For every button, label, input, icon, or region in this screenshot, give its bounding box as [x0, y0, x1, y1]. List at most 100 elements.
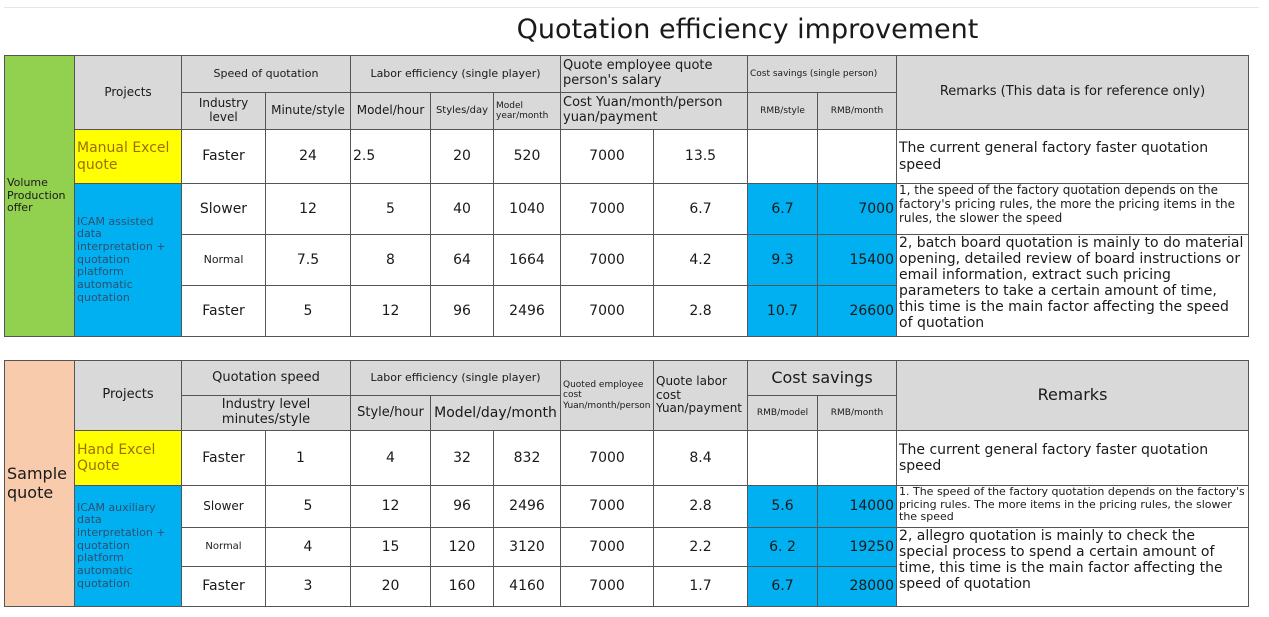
cell: 2496: [493, 485, 561, 528]
volume-salary-header: Quote employee quote person's salary: [560, 55, 748, 93]
cell: 1664: [493, 234, 561, 286]
cell: 2496: [493, 285, 561, 337]
cell: 19250: [817, 527, 897, 567]
volume-styles-day-header: Styles/day: [430, 92, 494, 130]
remark-3: 2, batch board quotation is mainly to do…: [896, 234, 1249, 337]
volume-model-year-month-header: Model year/month: [493, 92, 561, 130]
remark-1: The current general factory faster quota…: [896, 430, 1249, 486]
cell: 8: [350, 234, 431, 286]
sample-quote-labor-header: Quote labor cost Yuan/payment: [653, 360, 748, 431]
cell: 20: [430, 129, 494, 184]
sample-remarks-header: Remarks: [896, 360, 1249, 431]
sample-rmb-month-header: RMB/month: [817, 395, 897, 431]
cell: 3: [265, 566, 351, 607]
cell: Normal: [181, 234, 266, 286]
sample-quoted-employee-header: Quoted employee cost Yuan/month/person: [560, 360, 654, 431]
cell: 7000: [560, 430, 654, 486]
volume-table: Volume Production offer Projects Speed o…: [4, 55, 1249, 337]
cell: 2.8: [653, 485, 748, 528]
volume-category: Volume Production offer: [4, 55, 75, 337]
table-row: ICAM auxiliary data interpretation + quo…: [5, 485, 1249, 607]
cell: [747, 129, 818, 184]
table-row: Faster 3 20 160 4160 7000 1.7 6.7 28000: [5, 566, 1249, 607]
cell: 7000: [560, 234, 654, 286]
cell: 15400: [817, 234, 897, 286]
table-row: Normal 7.5 8 64 1664 7000 4.2 9.3 15400 …: [5, 234, 1249, 337]
cell: 7000: [560, 566, 654, 607]
cell: 5: [350, 183, 431, 235]
cell: 64: [430, 234, 494, 286]
volume-rmb-month-header: RMB/month: [817, 92, 897, 130]
cell: 5.6: [747, 485, 818, 528]
cell: 4: [350, 430, 431, 486]
cell: 6.7: [653, 183, 748, 235]
cell: Faster: [181, 285, 266, 337]
cell: 520: [493, 129, 561, 184]
cell: 7000: [560, 129, 654, 184]
page-title: Quotation efficiency improvement: [516, 14, 979, 45]
sample-category: Sample quote: [4, 360, 75, 607]
cell: 9.3: [747, 234, 818, 286]
cell: 96: [430, 285, 494, 337]
volume-cost-header: Cost savings (single person): [747, 55, 897, 93]
icam-label: ICAM auxiliary data interpretation + quo…: [74, 485, 182, 607]
cell: 5: [265, 285, 351, 337]
cell: 12: [350, 285, 431, 337]
table-row: Faster 5 12 96 2496 7000 2.8 10.7 26600: [5, 285, 1249, 337]
cell: 6.7: [747, 566, 818, 607]
sample-speed-header: Quotation speed: [181, 360, 351, 396]
cell: 28000: [817, 566, 897, 607]
sample-model-day-month-header: Model/day/month: [430, 395, 561, 431]
sample-style-hour-header: Style/hour: [350, 395, 431, 431]
sample-table: Sample quote Projects Quotation speed La…: [4, 360, 1249, 607]
volume-rmb-style-header: RMB/style: [747, 92, 818, 130]
cell: 12: [265, 183, 351, 235]
cell: [817, 430, 897, 486]
cell: 7000: [560, 285, 654, 337]
table-row: Normal 4 15 120 3120 7000 2.2 6. 2 19250…: [5, 527, 1249, 607]
cell: Normal: [181, 527, 266, 567]
cell: 10.7: [747, 285, 818, 337]
cell: 7000: [560, 183, 654, 235]
cell: 8.4: [653, 430, 748, 486]
cell: Slower: [181, 183, 266, 235]
sample-industry-level-header: Industry level minutes/style: [181, 395, 351, 431]
cell: 40: [430, 183, 494, 235]
cell: 2.2: [653, 527, 748, 567]
cell: Slower: [181, 485, 266, 528]
cell: 6. 2: [747, 527, 818, 567]
cell: 1: [265, 430, 351, 486]
sample-projects-header: Projects: [74, 360, 182, 431]
cell: 4.2: [653, 234, 748, 286]
cell: 1040: [493, 183, 561, 235]
sample-cost-header: Cost savings: [747, 360, 897, 396]
cell: 7.5: [265, 234, 351, 286]
remark-2: 1, the speed of the factory quotation de…: [896, 183, 1249, 235]
top-rule: [4, 7, 1259, 8]
cell: 160: [430, 566, 494, 607]
cell: Faster: [181, 129, 266, 184]
cell: [747, 430, 818, 486]
sample-labor-header: Labor efficiency (single player): [350, 360, 561, 396]
volume-minute-style-header: Minute/style: [265, 92, 351, 130]
cell: 2.5: [350, 129, 431, 184]
table-row: ICAM assisted data interpretation + quot…: [5, 183, 1249, 337]
cell: 832: [493, 430, 561, 486]
cell: 7000: [560, 485, 654, 528]
cell: 3120: [493, 527, 561, 567]
hand-excel-label: Hand Excel Quote: [74, 430, 182, 486]
cell: 12: [350, 485, 431, 528]
cell: 96: [430, 485, 494, 528]
cell: 4160: [493, 566, 561, 607]
remark-3: 2, allegro quotation is mainly to check …: [896, 527, 1249, 607]
cell: 13.5: [653, 129, 748, 184]
cell: Faster: [181, 566, 266, 607]
icam-label: ICAM assisted data interpretation + quot…: [74, 183, 182, 337]
cell: 5: [265, 485, 351, 528]
cell: 20: [350, 566, 431, 607]
cell: 14000: [817, 485, 897, 528]
remark-2: 1. The speed of the factory quotation de…: [896, 485, 1249, 528]
manual-excel-label: Manual Excel quote: [74, 129, 182, 184]
cell: 6.7: [747, 183, 818, 235]
table-row: Manual Excel quote Faster 24 2.5 20 520 …: [5, 129, 1249, 184]
